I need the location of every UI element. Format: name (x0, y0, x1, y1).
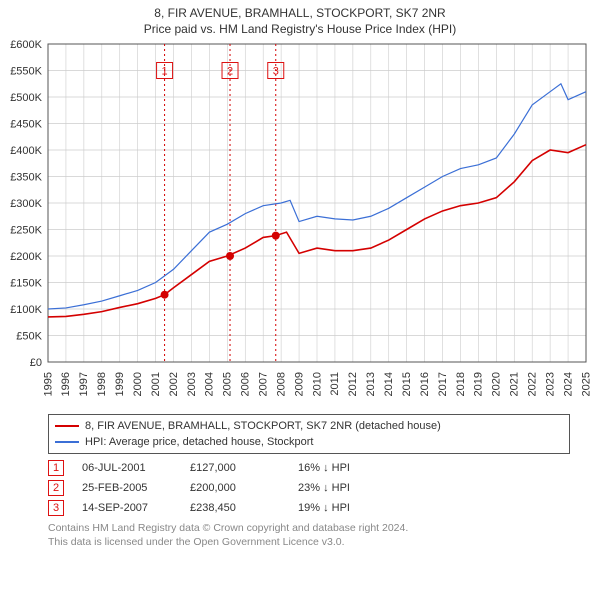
svg-text:2000: 2000 (132, 372, 144, 396)
svg-text:£150K: £150K (10, 278, 42, 290)
event-delta: 19% ↓ HPI (298, 502, 398, 514)
footer-line1: Contains HM Land Registry data © Crown c… (48, 522, 570, 536)
legend-swatch (55, 425, 79, 427)
svg-text:£500K: £500K (10, 92, 42, 104)
svg-text:2015: 2015 (401, 372, 413, 396)
legend-label: 8, FIR AVENUE, BRAMHALL, STOCKPORT, SK7 … (85, 420, 441, 432)
svg-text:2: 2 (227, 66, 233, 78)
title-line2: Price paid vs. HM Land Registry's House … (4, 22, 596, 36)
svg-text:2013: 2013 (365, 372, 377, 396)
footer-line2: This data is licensed under the Open Gov… (48, 536, 570, 550)
svg-text:2023: 2023 (544, 372, 556, 396)
svg-text:3: 3 (273, 66, 279, 78)
svg-text:£0: £0 (30, 357, 42, 369)
svg-text:2003: 2003 (186, 372, 198, 396)
legend-row: 8, FIR AVENUE, BRAMHALL, STOCKPORT, SK7 … (55, 418, 563, 434)
event-badge: 2 (48, 480, 64, 496)
svg-text:£450K: £450K (10, 119, 42, 131)
svg-text:1: 1 (162, 66, 168, 78)
svg-text:2009: 2009 (293, 372, 305, 396)
title-line1: 8, FIR AVENUE, BRAMHALL, STOCKPORT, SK7 … (4, 6, 596, 20)
legend-swatch (55, 441, 79, 443)
svg-text:2012: 2012 (347, 372, 359, 396)
legend-label: HPI: Average price, detached house, Stoc… (85, 436, 314, 448)
svg-text:2019: 2019 (473, 372, 485, 396)
chart-titles: 8, FIR AVENUE, BRAMHALL, STOCKPORT, SK7 … (0, 0, 600, 38)
svg-text:2007: 2007 (258, 372, 270, 396)
footer-attribution: Contains HM Land Registry data © Crown c… (48, 522, 570, 549)
event-price: £127,000 (190, 462, 280, 474)
svg-text:£400K: £400K (10, 145, 42, 157)
chart-area: £0 £50K £100K £150K £200K £250K £300K £350K £400… (0, 38, 600, 408)
event-price: £238,450 (190, 502, 280, 514)
svg-text:1999: 1999 (114, 372, 126, 396)
svg-text:2014: 2014 (383, 372, 395, 396)
svg-text:1997: 1997 (78, 372, 90, 396)
svg-text:2002: 2002 (168, 372, 180, 396)
svg-text:£300K: £300K (10, 198, 42, 210)
svg-text:2005: 2005 (222, 372, 234, 396)
svg-text:2018: 2018 (455, 372, 467, 396)
svg-text:2010: 2010 (311, 372, 323, 396)
svg-text:£200K: £200K (10, 251, 42, 263)
event-row: 1 06-JUL-2001 £127,000 16% ↓ HPI (48, 458, 570, 478)
event-price: £200,000 (190, 482, 280, 494)
svg-text:£550K: £550K (10, 66, 42, 78)
svg-text:1998: 1998 (96, 372, 108, 396)
event-badge: 3 (48, 500, 64, 516)
svg-text:£250K: £250K (10, 225, 42, 237)
svg-text:2017: 2017 (437, 372, 449, 396)
svg-text:£100K: £100K (10, 304, 42, 316)
svg-text:£600K: £600K (10, 39, 42, 51)
svg-text:2006: 2006 (240, 372, 252, 396)
svg-text:2001: 2001 (150, 372, 162, 396)
event-row: 3 14-SEP-2007 £238,450 19% ↓ HPI (48, 498, 570, 518)
event-date: 25-FEB-2005 (82, 482, 172, 494)
svg-text:2004: 2004 (204, 372, 216, 396)
event-row: 2 25-FEB-2005 £200,000 23% ↓ HPI (48, 478, 570, 498)
svg-text:£50K: £50K (16, 331, 42, 343)
legend: 8, FIR AVENUE, BRAMHALL, STOCKPORT, SK7 … (48, 414, 570, 454)
svg-text:1996: 1996 (60, 372, 72, 396)
event-badge: 1 (48, 460, 64, 476)
event-date: 14-SEP-2007 (82, 502, 172, 514)
svg-text:£350K: £350K (10, 172, 42, 184)
svg-text:2021: 2021 (509, 372, 521, 396)
event-delta: 16% ↓ HPI (298, 462, 398, 474)
line-chart: £0 £50K £100K £150K £200K £250K £300K £350K £400… (0, 38, 600, 408)
svg-text:2022: 2022 (527, 372, 539, 396)
svg-text:2011: 2011 (329, 372, 341, 396)
event-date: 06-JUL-2001 (82, 462, 172, 474)
svg-text:2025: 2025 (580, 372, 592, 396)
events-table: 1 06-JUL-2001 £127,000 16% ↓ HPI 2 25-FEB-200… (48, 458, 570, 518)
svg-text:1995: 1995 (42, 372, 54, 396)
legend-row: HPI: Average price, detached house, Stoc… (55, 434, 563, 450)
event-delta: 23% ↓ HPI (298, 482, 398, 494)
svg-text:2016: 2016 (419, 372, 431, 396)
svg-text:2020: 2020 (491, 372, 503, 396)
svg-text:2024: 2024 (562, 372, 574, 396)
svg-text:2008: 2008 (275, 372, 287, 396)
